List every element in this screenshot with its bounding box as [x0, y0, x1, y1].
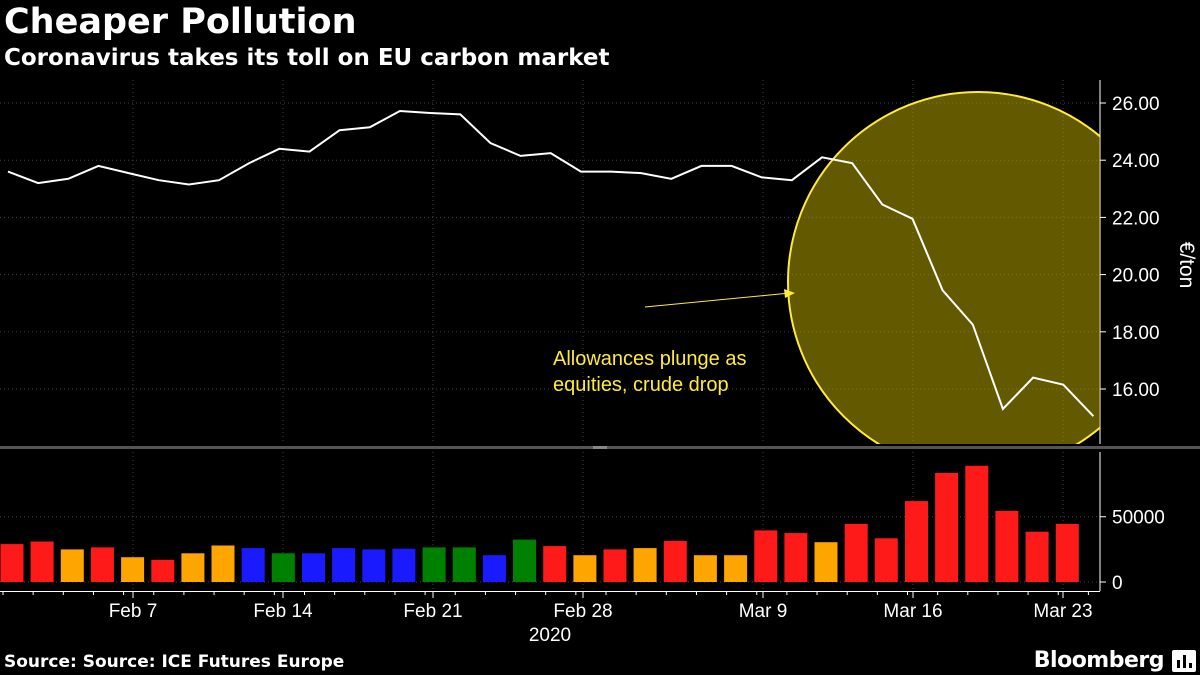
annotation-arrow: [644, 292, 791, 308]
x-tick-label: Mar 16: [883, 601, 942, 622]
volume-bar: [874, 538, 898, 582]
x-tick-label: Feb 28: [553, 601, 612, 622]
annotation-text: equities, crude drop: [553, 374, 729, 396]
y-tick-label: 26.00: [1112, 94, 1160, 115]
y-tick-label: 16.00: [1112, 380, 1160, 401]
volume-bar: [241, 548, 265, 582]
annotation-arrowhead: [784, 289, 795, 298]
panel-divider-handle: [593, 446, 607, 449]
volume-bar: [603, 549, 627, 582]
x-tick-label: Feb 14: [253, 601, 313, 622]
volume-bar: [1055, 523, 1079, 582]
x-tick-label: Feb 21: [403, 601, 462, 622]
volume-bar: [0, 544, 24, 582]
x-tick-label: Feb 7: [109, 601, 158, 622]
volume-bar: [392, 548, 416, 582]
volume-bar: [633, 548, 657, 582]
volume-bar: [362, 549, 386, 582]
y-tick-label: 18.00: [1112, 323, 1160, 344]
volume-bar: [211, 545, 235, 582]
volume-bar: [302, 553, 325, 582]
volume-bar: [663, 540, 687, 582]
price-series-line: [7, 109, 1095, 417]
volume-bar: [573, 555, 597, 582]
x-tick-label: Mar 23: [1033, 601, 1092, 622]
chart-title: Cheaper Pollution: [4, 2, 357, 42]
volume-bar: [724, 555, 748, 582]
volume-bar: [422, 547, 446, 582]
x-year-label: 2020: [529, 625, 571, 646]
volume-bar: [271, 553, 295, 582]
volume-bar: [693, 555, 717, 582]
bloomberg-chart-icon: [1172, 650, 1196, 672]
source-note: Source: Source: ICE Futures Europe: [4, 652, 345, 672]
volume-bar: [784, 533, 808, 582]
volume-bar: [30, 541, 54, 582]
highlight-circle: [787, 91, 1100, 444]
volume-bar: [121, 557, 145, 582]
volume-bar: [482, 555, 506, 582]
volume-bar: [1025, 531, 1049, 582]
y-tick-label: 20.00: [1112, 266, 1160, 287]
volume-bar: [844, 523, 868, 582]
volume-bar: [90, 547, 114, 582]
y-axis-label: €/ton: [1175, 242, 1198, 289]
volume-tick-label: 50000: [1112, 508, 1165, 529]
y-tick-label: 24.00: [1112, 151, 1160, 172]
volume-bar: [935, 473, 959, 582]
volume-bar: [332, 548, 356, 582]
volume-bar: [452, 547, 476, 582]
y-tick-label: 22.00: [1112, 208, 1160, 229]
volume-bar: [995, 510, 1019, 582]
volume-bar: [60, 549, 84, 582]
volume-bar: [513, 539, 536, 582]
annotation-text: Allowances plunge as: [553, 348, 746, 370]
chart-subtitle: Coronavirus takes its toll on EU carbon …: [4, 45, 610, 71]
volume-bar: [814, 542, 838, 582]
volume-bar: [151, 559, 175, 582]
volume-bar: [905, 501, 928, 582]
volume-bar: [181, 553, 205, 582]
volume-bar: [543, 546, 567, 582]
x-tick-label: Mar 9: [739, 601, 788, 622]
brand-logo-text: Bloomberg: [1033, 648, 1165, 673]
volume-bar: [965, 465, 989, 582]
volume-tick-label: 0: [1112, 573, 1123, 594]
volume-bar: [754, 530, 778, 582]
